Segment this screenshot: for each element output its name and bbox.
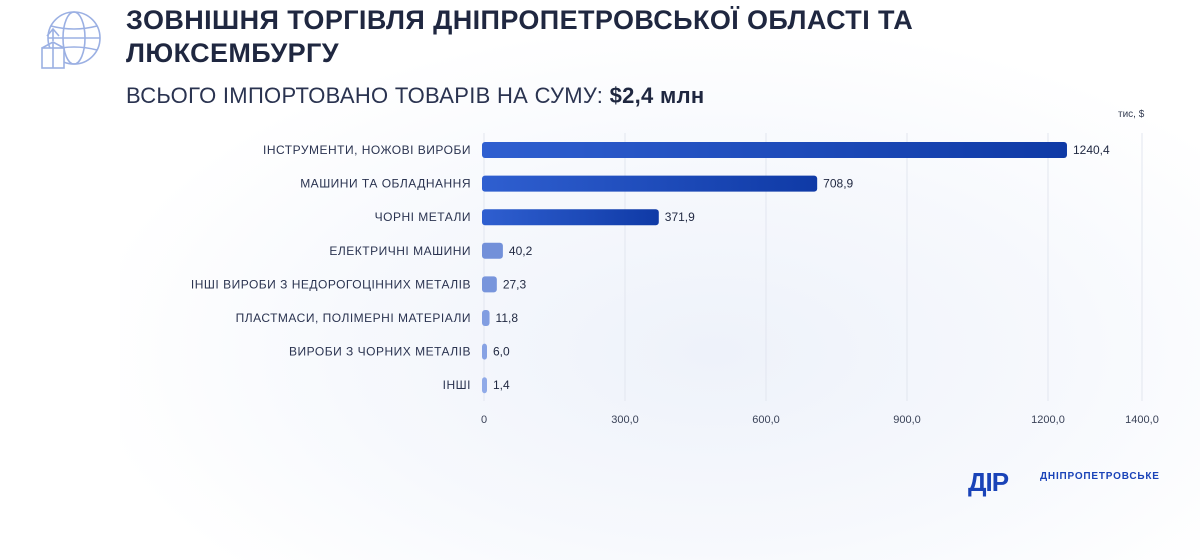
value-label-1: 708,9	[823, 177, 853, 191]
category-label-0: ІНСТРУМЕНТИ, НОЖОВІ ВИРОБИ	[263, 143, 471, 157]
subtitle: ВСЬОГО ІМПОРТОВАНО ТОВАРІВ НА СУМУ: $2,4…	[126, 83, 704, 109]
x-tick-label-5: 1400,0	[1125, 414, 1159, 426]
value-label-0: 1240,4	[1073, 143, 1110, 157]
bar-5	[482, 310, 490, 326]
category-label-7: ІНШІ	[443, 378, 471, 392]
bar-6	[482, 343, 487, 360]
label-layer: 0 300,0 600,0 900,0 1200,0 1400,0 ІНСТРУМЕНТИ,…	[191, 143, 1159, 426]
subtitle-prefix: ВСЬОГО ІМПОРТОВАНО ТОВАРІВ НА СУМУ:	[126, 83, 604, 108]
subtitle-amount: $2,4 млн	[609, 83, 705, 108]
bar-1	[482, 175, 818, 192]
x-tick-label-2: 600,0	[752, 414, 780, 426]
x-tick-label-3: 900,0	[893, 414, 921, 426]
unit-label: тис, $	[1118, 109, 1145, 120]
value-label-4: 27,3	[503, 277, 527, 291]
category-label-4: ІНШІ ВИРОБИ З НЕДОРОГОЦІННИХ МЕТАЛІВ	[191, 277, 471, 291]
page-title: ЗОВНІШНЯ ТОРГІВЛЯ ДНІПРОПЕТРОВСЬКОЇ ОБЛА…	[126, 5, 914, 68]
bar-2	[482, 209, 659, 226]
bar-3	[482, 242, 503, 259]
category-label-6: ВИРОБИ З ЧОРНИХ МЕТАЛІВ	[289, 345, 471, 359]
value-label-2: 371,9	[665, 210, 695, 224]
grid-layer	[483, 133, 1143, 401]
category-label-1: МАШИНИ ТА ОБЛАДНАННЯ	[300, 177, 471, 191]
category-label-2: ЧОРНІ МЕТАЛИ	[375, 210, 471, 224]
brand-logo: ДІР ДНІПРОПЕТРОВСЬКЕ	[962, 462, 1200, 497]
logo-mark: ДІР	[968, 467, 1009, 497]
logo-text: ДНІПРОПЕТРОВСЬКЕ	[1040, 471, 1160, 482]
bar-0	[482, 142, 1067, 158]
x-tick-label-4: 1200,0	[1031, 414, 1065, 426]
x-tick-label-1: 300,0	[611, 414, 639, 426]
category-label-3: ЕЛЕКТРИЧНІ МАШИНИ	[329, 244, 471, 258]
value-label-7: 1,4	[493, 378, 510, 392]
bar-4	[482, 276, 497, 293]
bar-7	[482, 377, 487, 394]
value-label-3: 40,2	[509, 244, 533, 258]
x-tick-label-0: 0	[481, 414, 487, 426]
bar-chart: 0 300,0 600,0 900,0 1200,0 1400,0 ІНСТРУМЕНТИ,…	[191, 133, 1159, 426]
value-label-5: 11,8	[496, 311, 519, 325]
bar-layer	[482, 142, 1067, 394]
globe-trade-icon	[41, 11, 101, 69]
category-label-5: ПЛАСТМАСИ, ПОЛІМЕРНІ МАТЕРІАЛИ	[236, 311, 471, 325]
value-label-6: 6,0	[493, 345, 510, 359]
